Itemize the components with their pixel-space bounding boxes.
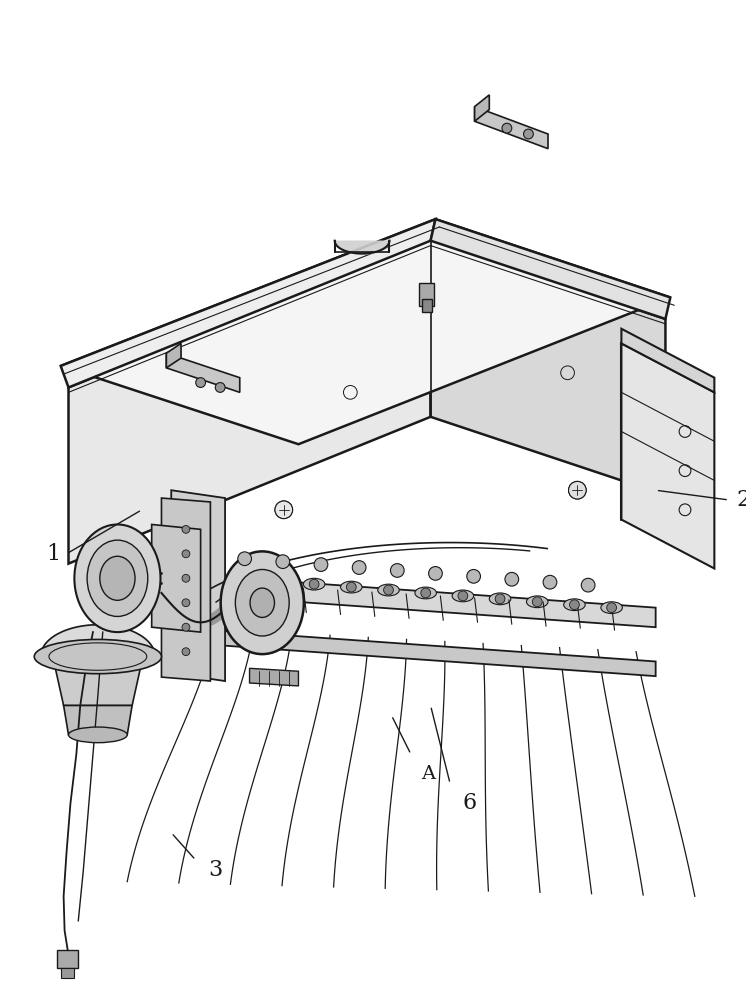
Circle shape xyxy=(310,579,319,589)
Ellipse shape xyxy=(75,524,160,632)
Circle shape xyxy=(314,558,327,571)
Ellipse shape xyxy=(235,569,289,636)
Circle shape xyxy=(182,574,189,582)
Polygon shape xyxy=(69,241,430,564)
Ellipse shape xyxy=(69,727,128,743)
Circle shape xyxy=(568,481,586,499)
Polygon shape xyxy=(621,343,715,569)
Circle shape xyxy=(182,525,189,533)
Polygon shape xyxy=(161,498,210,681)
Polygon shape xyxy=(40,625,155,657)
Text: 3: 3 xyxy=(208,859,222,881)
Circle shape xyxy=(543,575,557,589)
Ellipse shape xyxy=(266,575,288,587)
Polygon shape xyxy=(172,490,225,681)
Polygon shape xyxy=(474,95,489,121)
Text: 6: 6 xyxy=(463,792,477,814)
Circle shape xyxy=(346,582,356,592)
Ellipse shape xyxy=(34,639,161,674)
Ellipse shape xyxy=(564,599,585,611)
Circle shape xyxy=(275,501,292,519)
Text: 1: 1 xyxy=(47,543,61,565)
Circle shape xyxy=(383,585,393,595)
Ellipse shape xyxy=(250,588,275,617)
Circle shape xyxy=(182,648,189,656)
Ellipse shape xyxy=(229,572,251,584)
Polygon shape xyxy=(60,968,75,978)
Polygon shape xyxy=(57,950,78,968)
Circle shape xyxy=(568,481,586,499)
Circle shape xyxy=(182,623,189,631)
Circle shape xyxy=(606,603,616,613)
Circle shape xyxy=(352,561,366,574)
Polygon shape xyxy=(430,219,671,319)
Circle shape xyxy=(238,552,251,566)
Circle shape xyxy=(235,573,245,583)
Polygon shape xyxy=(172,627,656,676)
Circle shape xyxy=(182,599,189,607)
Polygon shape xyxy=(60,219,436,387)
Polygon shape xyxy=(621,329,715,392)
Ellipse shape xyxy=(415,587,436,599)
Circle shape xyxy=(569,600,580,610)
Text: A: A xyxy=(421,765,436,783)
Ellipse shape xyxy=(527,596,548,608)
Circle shape xyxy=(429,567,442,580)
Circle shape xyxy=(458,591,468,601)
Polygon shape xyxy=(166,343,181,368)
Ellipse shape xyxy=(489,593,511,605)
Polygon shape xyxy=(63,706,132,735)
Circle shape xyxy=(524,129,533,139)
Circle shape xyxy=(276,555,289,569)
Ellipse shape xyxy=(601,602,622,614)
Ellipse shape xyxy=(100,556,135,600)
Circle shape xyxy=(495,594,505,604)
Polygon shape xyxy=(474,107,548,149)
Circle shape xyxy=(421,588,430,598)
Polygon shape xyxy=(54,661,142,706)
Circle shape xyxy=(533,597,542,607)
Ellipse shape xyxy=(452,590,474,602)
Ellipse shape xyxy=(221,551,304,654)
Circle shape xyxy=(581,578,595,592)
Ellipse shape xyxy=(377,584,399,596)
Circle shape xyxy=(216,383,225,392)
Circle shape xyxy=(467,569,480,583)
Polygon shape xyxy=(60,219,671,444)
Polygon shape xyxy=(430,241,665,495)
Polygon shape xyxy=(421,299,431,312)
Text: 2: 2 xyxy=(736,489,746,511)
Circle shape xyxy=(182,550,189,558)
Polygon shape xyxy=(250,668,298,686)
Polygon shape xyxy=(151,524,201,632)
Polygon shape xyxy=(419,283,434,306)
Ellipse shape xyxy=(87,540,148,616)
Polygon shape xyxy=(172,573,656,627)
Circle shape xyxy=(505,572,518,586)
Polygon shape xyxy=(69,241,665,466)
Ellipse shape xyxy=(304,578,325,590)
Polygon shape xyxy=(166,353,239,392)
Circle shape xyxy=(195,378,205,387)
Ellipse shape xyxy=(340,581,362,593)
Circle shape xyxy=(390,564,404,577)
Circle shape xyxy=(502,123,512,133)
Circle shape xyxy=(272,576,282,586)
Circle shape xyxy=(275,501,292,519)
